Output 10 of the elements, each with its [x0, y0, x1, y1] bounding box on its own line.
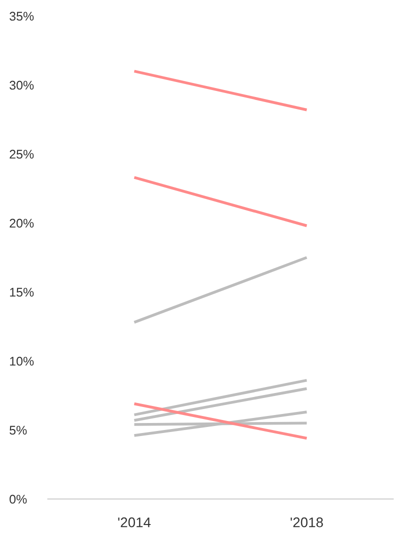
y-tick-label: 25%	[10, 150, 34, 159]
y-tick-label: 5%	[10, 426, 27, 435]
y-tick-label: 15%	[10, 288, 34, 297]
y-tick-label: 0%	[10, 494, 27, 504]
y-tick-label: 10%	[10, 356, 34, 366]
x-tick-label: '2014	[118, 517, 151, 528]
y-tick-label: 20%	[10, 218, 34, 228]
y-tick-label: 30%	[10, 80, 34, 90]
x-tick-label: '2018	[290, 517, 323, 528]
y-tick-label: 35%	[10, 12, 34, 21]
